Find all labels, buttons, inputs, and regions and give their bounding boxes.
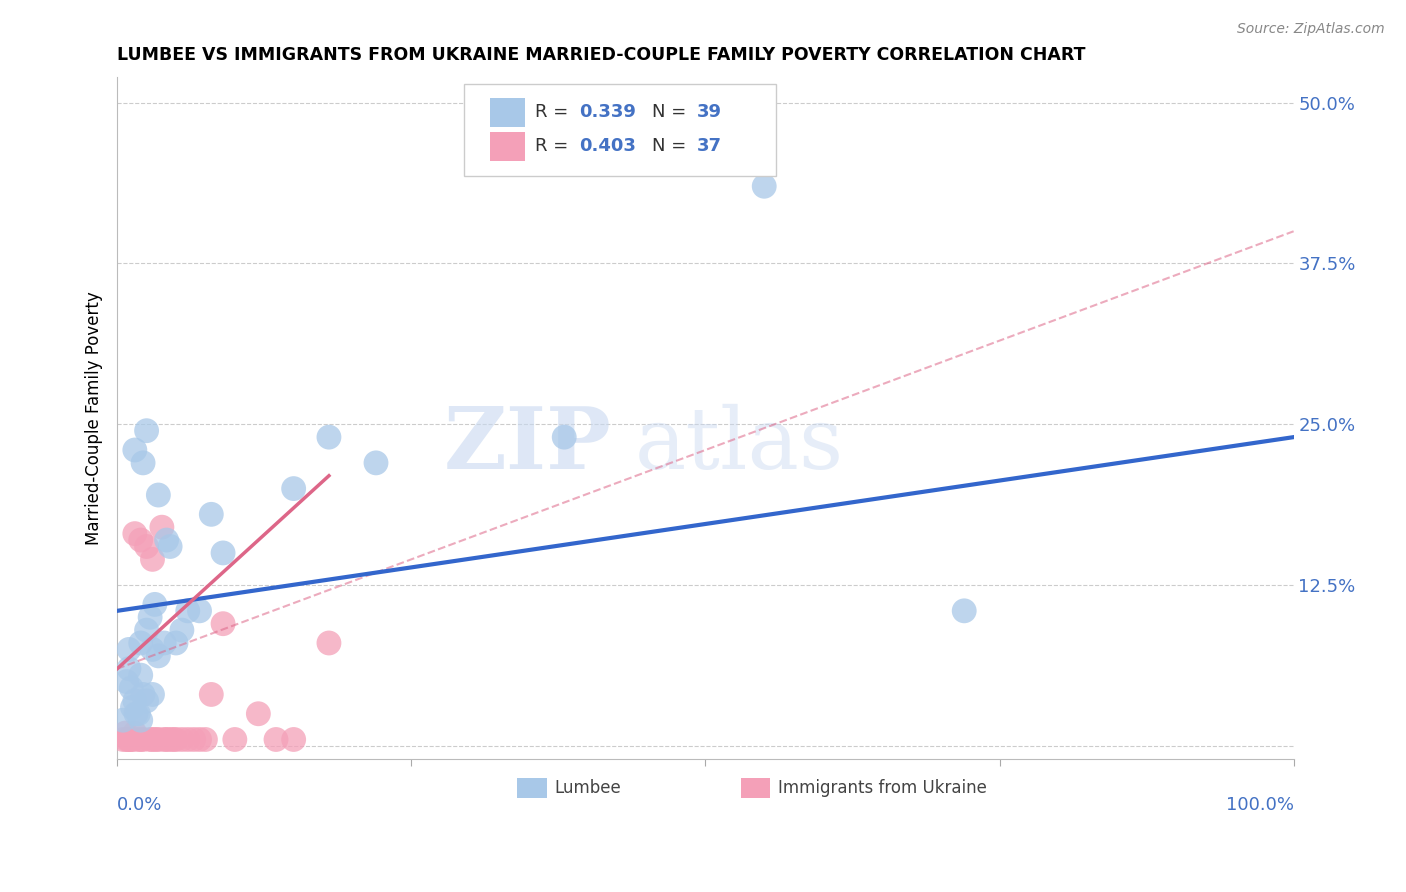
Point <box>143 598 166 612</box>
Text: 37: 37 <box>697 137 723 155</box>
Text: R =: R = <box>534 137 574 155</box>
Point <box>170 623 193 637</box>
Point <box>177 732 200 747</box>
Point <box>163 732 186 747</box>
Text: atlas: atlas <box>636 403 844 487</box>
Point <box>188 732 211 747</box>
Point <box>170 732 193 747</box>
Point <box>127 732 149 747</box>
Point <box>283 732 305 747</box>
Point <box>153 636 176 650</box>
Text: N =: N = <box>652 137 693 155</box>
Text: 0.403: 0.403 <box>579 137 637 155</box>
Point <box>115 732 138 747</box>
Point <box>112 713 135 727</box>
Point <box>114 726 136 740</box>
Point <box>141 552 163 566</box>
FancyBboxPatch shape <box>741 778 770 798</box>
Point <box>118 642 141 657</box>
Point <box>118 732 141 747</box>
Point <box>200 508 222 522</box>
Point <box>120 732 142 747</box>
Text: Lumbee: Lumbee <box>555 779 621 797</box>
Point <box>129 533 152 547</box>
Point <box>139 732 162 747</box>
Point <box>135 694 157 708</box>
Point <box>264 732 287 747</box>
Text: 39: 39 <box>697 103 723 121</box>
Point <box>159 540 181 554</box>
Point <box>141 688 163 702</box>
Text: R =: R = <box>534 103 574 121</box>
FancyBboxPatch shape <box>491 132 526 161</box>
Point <box>165 636 187 650</box>
Point <box>115 674 138 689</box>
Point <box>177 604 200 618</box>
Point <box>125 706 148 721</box>
Point <box>283 482 305 496</box>
Point <box>247 706 270 721</box>
Point <box>145 732 167 747</box>
Point <box>120 681 142 695</box>
Point <box>148 648 170 663</box>
FancyBboxPatch shape <box>491 98 526 127</box>
Point <box>135 424 157 438</box>
Point <box>129 636 152 650</box>
Point <box>224 732 246 747</box>
Text: 0.339: 0.339 <box>579 103 637 121</box>
Text: 100.0%: 100.0% <box>1226 797 1294 814</box>
Point <box>200 688 222 702</box>
Point <box>141 732 163 747</box>
Point <box>124 694 146 708</box>
Text: 0.0%: 0.0% <box>117 797 163 814</box>
Point <box>754 179 776 194</box>
Point <box>124 526 146 541</box>
Point <box>132 456 155 470</box>
Point <box>188 604 211 618</box>
Point <box>127 706 149 721</box>
Text: Source: ZipAtlas.com: Source: ZipAtlas.com <box>1237 22 1385 37</box>
Point <box>112 732 135 747</box>
Point <box>194 732 217 747</box>
Point <box>153 732 176 747</box>
Point <box>121 700 143 714</box>
Point <box>553 430 575 444</box>
Point <box>150 520 173 534</box>
Point <box>148 488 170 502</box>
Point <box>121 732 143 747</box>
Text: LUMBEE VS IMMIGRANTS FROM UKRAINE MARRIED-COUPLE FAMILY POVERTY CORRELATION CHAR: LUMBEE VS IMMIGRANTS FROM UKRAINE MARRIE… <box>117 46 1085 64</box>
Point <box>212 546 235 560</box>
Point <box>159 732 181 747</box>
Point <box>132 688 155 702</box>
Text: Immigrants from Ukraine: Immigrants from Ukraine <box>779 779 987 797</box>
Text: N =: N = <box>652 103 693 121</box>
Text: ZIP: ZIP <box>443 403 612 487</box>
Point <box>135 540 157 554</box>
Point <box>141 642 163 657</box>
Point <box>212 616 235 631</box>
Point <box>318 430 340 444</box>
Point <box>139 610 162 624</box>
Point <box>129 713 152 727</box>
Point <box>155 732 177 747</box>
Point <box>318 636 340 650</box>
Point <box>155 533 177 547</box>
Point <box>148 732 170 747</box>
Y-axis label: Married-Couple Family Poverty: Married-Couple Family Poverty <box>86 291 103 545</box>
Point <box>124 726 146 740</box>
Point <box>124 442 146 457</box>
Point <box>183 732 205 747</box>
Point <box>129 732 152 747</box>
FancyBboxPatch shape <box>517 778 547 798</box>
Point <box>953 604 976 618</box>
Point <box>132 732 155 747</box>
Point <box>135 623 157 637</box>
FancyBboxPatch shape <box>464 84 776 176</box>
Point <box>165 732 187 747</box>
Point <box>118 732 141 747</box>
Point <box>364 456 387 470</box>
Point <box>118 662 141 676</box>
Point <box>129 668 152 682</box>
